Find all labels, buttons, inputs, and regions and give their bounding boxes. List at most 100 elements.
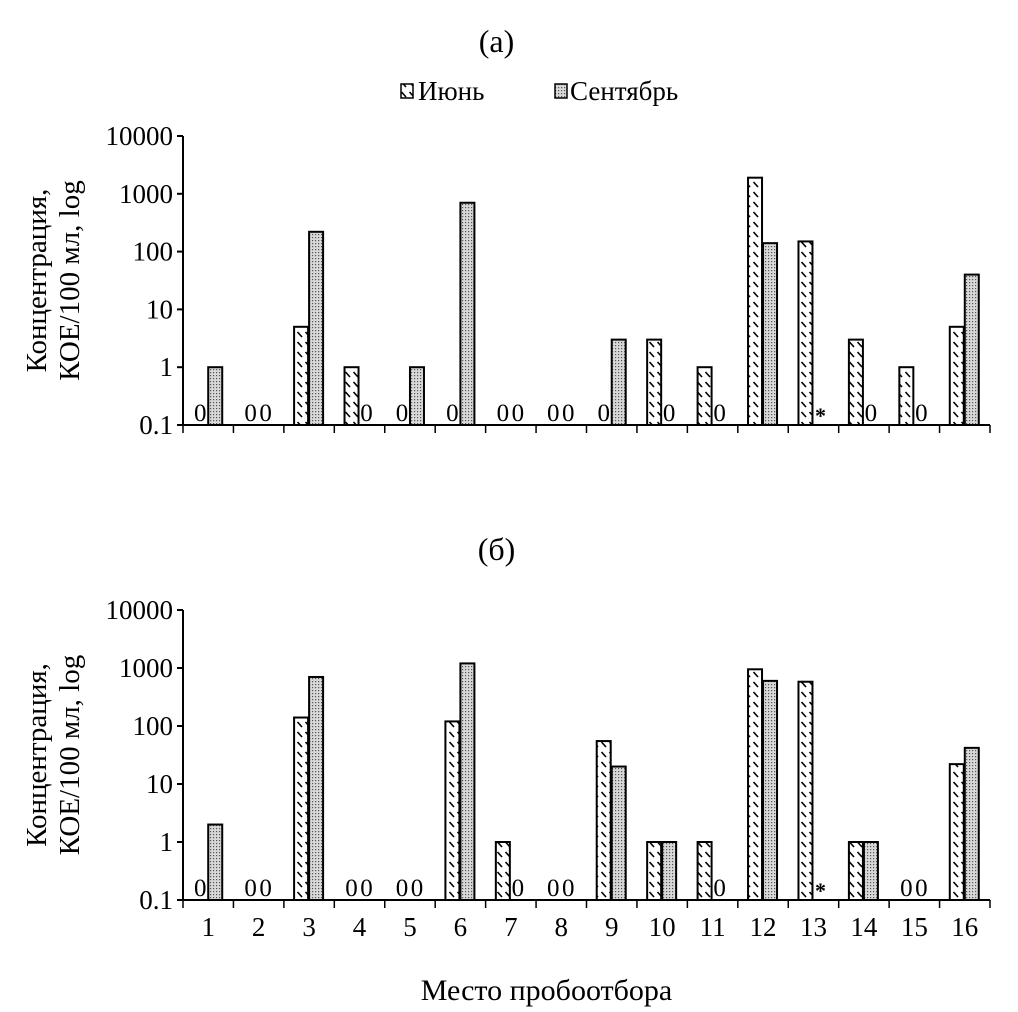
bar-september — [661, 841, 678, 901]
y-tick-label: 0.1 — [139, 410, 173, 440]
y-tick-label: 10 — [146, 769, 173, 799]
bar-september — [207, 823, 224, 902]
y-tick-label: 10000 — [106, 121, 174, 151]
x-tick-label: 9 — [605, 912, 619, 942]
zero-label: 0 — [259, 400, 272, 427]
x-tick-label: 5 — [403, 912, 417, 942]
zero-label: 0 — [259, 875, 272, 902]
bar-june — [797, 240, 814, 426]
zero-label: 0 — [900, 875, 913, 902]
zero-label: 0 — [497, 400, 510, 427]
chart-title: (а) — [479, 23, 515, 59]
y-axis-label-line: Концентрация, — [21, 663, 53, 847]
y-axis-label: Концентрация,КОЕ/100 мл, log — [21, 655, 86, 855]
legend-label-september: Сентябрь — [570, 76, 678, 106]
bar-september — [459, 662, 476, 901]
legend-label-june: Июнь — [418, 76, 484, 106]
bar-september — [963, 273, 980, 426]
x-tick-label: 2 — [252, 912, 266, 942]
zero-label: 0 — [512, 400, 525, 427]
bar-june — [293, 325, 310, 426]
zero-label: 0 — [194, 400, 207, 427]
bar-september — [207, 366, 224, 427]
zero-label: 0 — [360, 875, 373, 902]
x-tick-label: 1 — [201, 912, 215, 942]
zero-label: 0 — [562, 400, 575, 427]
bar-september — [762, 679, 779, 902]
bar-september — [963, 746, 980, 902]
zero-label: 0 — [915, 875, 928, 902]
bar-june — [948, 763, 965, 901]
y-tick-label: 1 — [160, 827, 174, 857]
x-tick-label: 13 — [800, 912, 827, 942]
bar-september — [862, 841, 879, 901]
zero-label: 0 — [915, 400, 928, 427]
y-tick-label: 1 — [160, 352, 174, 382]
y-tick-label: 10 — [146, 294, 173, 324]
bar-september — [308, 675, 325, 901]
x-tick-label: 10 — [649, 912, 676, 942]
bar-september — [459, 201, 476, 426]
x-tick-label: 14 — [850, 912, 878, 942]
bar-june — [797, 680, 814, 902]
bar-september — [610, 338, 627, 427]
x-tick-label: 12 — [750, 912, 777, 942]
zero-label: 0 — [345, 875, 358, 902]
bar-september — [308, 230, 325, 426]
bar-september — [762, 242, 779, 426]
zero-label: 0 — [547, 400, 560, 427]
zero-label: 0 — [396, 875, 409, 902]
y-tick-label: 0.1 — [139, 885, 173, 915]
zero-label: 0 — [446, 400, 459, 427]
x-tick-label: 8 — [555, 912, 569, 942]
zero-label: 0 — [244, 400, 257, 427]
x-tick-label: 16 — [951, 912, 978, 942]
y-axis-label-line: КОЕ/100 мл, log — [54, 655, 86, 855]
x-tick-label: 7 — [504, 912, 518, 942]
zero-label: 0 — [547, 875, 560, 902]
x-tick-label: 11 — [700, 912, 726, 942]
y-axis-label: Концентрация,КОЕ/100 мл, log — [21, 180, 86, 380]
chart-title: (б) — [478, 531, 516, 567]
legend-swatch-june — [400, 83, 414, 99]
chart-panel-2: (б)Концентрация,КОЕ/100 мл, log0.1110100… — [21, 531, 991, 1007]
zero-label: 0 — [194, 875, 207, 902]
x-tick-label: 3 — [302, 912, 316, 942]
zero-label: 0 — [360, 400, 373, 427]
missing-marker: * — [815, 878, 826, 903]
zero-label: 0 — [713, 400, 726, 427]
y-tick-label: 10000 — [106, 595, 174, 625]
y-axis-label-line: Концентрация, — [21, 189, 53, 373]
zero-label: 0 — [597, 400, 610, 427]
legend: Июнь Сентябрь — [400, 76, 678, 106]
bar-september — [408, 366, 425, 427]
bar-june — [293, 716, 310, 902]
legend-swatch-september — [554, 83, 568, 99]
bar-june — [898, 366, 915, 427]
x-tick-label: 15 — [901, 912, 928, 942]
bar-june — [595, 740, 612, 901]
y-tick-label: 1000 — [119, 653, 173, 683]
bar-june — [696, 366, 713, 427]
zero-label: 0 — [562, 875, 575, 902]
zero-label: 0 — [713, 875, 726, 902]
missing-marker: * — [815, 403, 826, 428]
bar-june — [847, 841, 864, 901]
bar-june — [646, 338, 663, 427]
y-tick-label: 100 — [133, 237, 174, 267]
bar-june — [343, 366, 360, 427]
bar-june — [646, 841, 663, 901]
zero-label: 0 — [396, 400, 409, 427]
zero-label: 0 — [663, 400, 676, 427]
x-tick-label: 4 — [353, 912, 367, 942]
bar-june — [747, 176, 764, 426]
chart-panel-1: (а) Концентрация,КОЕ/100 мл, log 0.1 1 10 100… — [21, 23, 991, 440]
bar-june — [696, 841, 713, 901]
y-tick-label: 1000 — [119, 179, 173, 209]
bar-june — [747, 668, 764, 902]
x-axis-label: Место пробоотбора — [421, 974, 672, 1007]
bar-june — [494, 841, 511, 901]
zero-label: 0 — [244, 875, 257, 902]
x-tick-label: 6 — [454, 912, 468, 942]
